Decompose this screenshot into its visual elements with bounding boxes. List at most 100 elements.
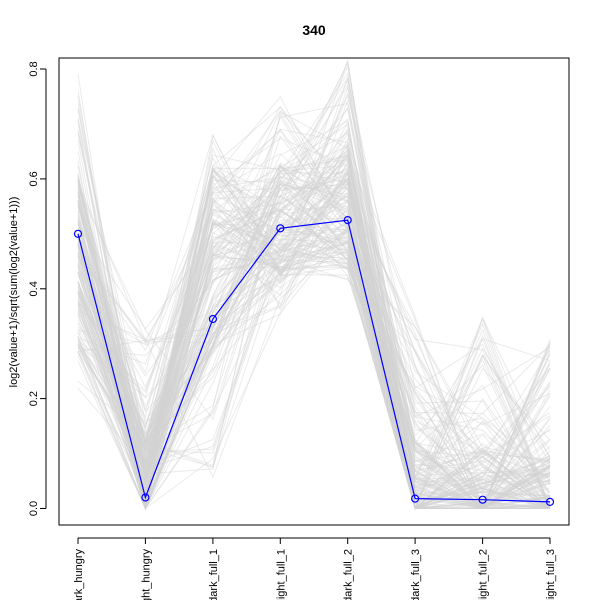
background-line	[77, 167, 551, 510]
background-line	[77, 223, 551, 509]
background-line	[77, 176, 551, 503]
highlight-line	[77, 219, 551, 503]
background-line	[77, 156, 551, 510]
y-tick-label: 0.4	[28, 281, 40, 296]
background-line	[77, 174, 551, 510]
background-line	[77, 215, 550, 509]
background-line	[77, 243, 551, 509]
background-line	[77, 245, 551, 510]
x-tick-label: ght_hungry	[140, 549, 152, 600]
background-line	[77, 119, 551, 509]
background-line	[77, 206, 551, 481]
background-line	[77, 137, 551, 509]
background-line	[77, 149, 551, 509]
background-line	[77, 152, 550, 509]
background-line	[77, 173, 551, 509]
background-line	[77, 168, 551, 510]
background-line	[77, 130, 551, 500]
background-line	[77, 241, 551, 509]
background-line	[77, 197, 551, 509]
background-line	[77, 240, 551, 509]
background-line	[77, 192, 551, 510]
background-line	[77, 221, 551, 510]
background-line	[77, 186, 551, 504]
background-line	[77, 179, 551, 509]
background-line	[77, 128, 551, 509]
background-line	[77, 162, 551, 510]
x-tick-label: ark_hungry	[73, 549, 85, 600]
background-line	[77, 183, 551, 509]
background-line	[77, 146, 551, 509]
background-line	[77, 154, 551, 496]
background-line	[77, 225, 551, 508]
background-line	[77, 151, 551, 511]
background-line	[77, 90, 550, 511]
highlight-point	[411, 494, 420, 503]
y-axis: 0.0 0.2 0.4 0.6 0.8	[28, 61, 47, 516]
highlight-point	[276, 224, 285, 233]
background-line	[77, 233, 551, 499]
background-line	[77, 102, 551, 477]
background-line	[77, 170, 551, 510]
background-line	[77, 159, 551, 506]
background-line	[77, 114, 551, 436]
background-line	[77, 108, 551, 510]
background-line	[77, 183, 551, 510]
background-line	[77, 257, 551, 509]
background-line	[77, 134, 551, 474]
background-line	[77, 215, 551, 510]
background-line	[77, 143, 551, 507]
highlight-point	[208, 314, 217, 324]
background-line	[77, 175, 551, 509]
background-line	[77, 142, 551, 509]
background-line	[77, 174, 551, 511]
background-line	[77, 156, 551, 460]
background-line	[77, 164, 551, 459]
background-line	[77, 128, 551, 509]
background-line	[77, 187, 551, 482]
background-line	[77, 164, 551, 509]
background-line	[77, 109, 551, 510]
y-tick-label: 0.8	[28, 61, 40, 76]
y-tick-label: 0.2	[28, 391, 40, 406]
background-line	[77, 158, 551, 510]
background-line	[77, 176, 551, 498]
background-line	[77, 133, 551, 510]
x-tick-label: light_full_1	[275, 549, 287, 600]
background-line	[77, 179, 551, 511]
background-line	[77, 230, 551, 484]
background-line	[77, 179, 551, 510]
y-tick-label: 0.6	[28, 171, 40, 186]
background-line	[77, 176, 551, 510]
background-line	[77, 217, 551, 510]
background-line	[77, 146, 551, 511]
background-line	[77, 106, 551, 509]
highlight-point	[73, 229, 83, 238]
y-tick-label: 0.0	[28, 501, 40, 516]
background-line	[77, 187, 551, 484]
background-line	[77, 95, 551, 479]
background-line	[77, 172, 551, 509]
background-line	[77, 172, 551, 509]
background-line	[77, 111, 551, 510]
background-line	[77, 228, 551, 511]
y-axis-label: log2(value+1)/sqrt(sum(log2(value+1)))	[8, 197, 20, 388]
background-line	[77, 105, 551, 505]
background-line	[77, 145, 551, 510]
background-line	[77, 117, 551, 510]
background-line	[77, 165, 551, 511]
background-line	[77, 168, 551, 507]
background-line	[77, 93, 551, 510]
background-line	[77, 183, 551, 510]
background-line	[77, 110, 551, 510]
background-line	[77, 210, 551, 510]
background-line	[77, 154, 550, 509]
background-line	[77, 130, 551, 509]
background-line	[77, 155, 551, 509]
background-line	[77, 133, 551, 510]
background-line	[77, 99, 551, 510]
background-line	[77, 85, 551, 501]
background-line	[77, 200, 551, 510]
background-line	[77, 161, 551, 493]
